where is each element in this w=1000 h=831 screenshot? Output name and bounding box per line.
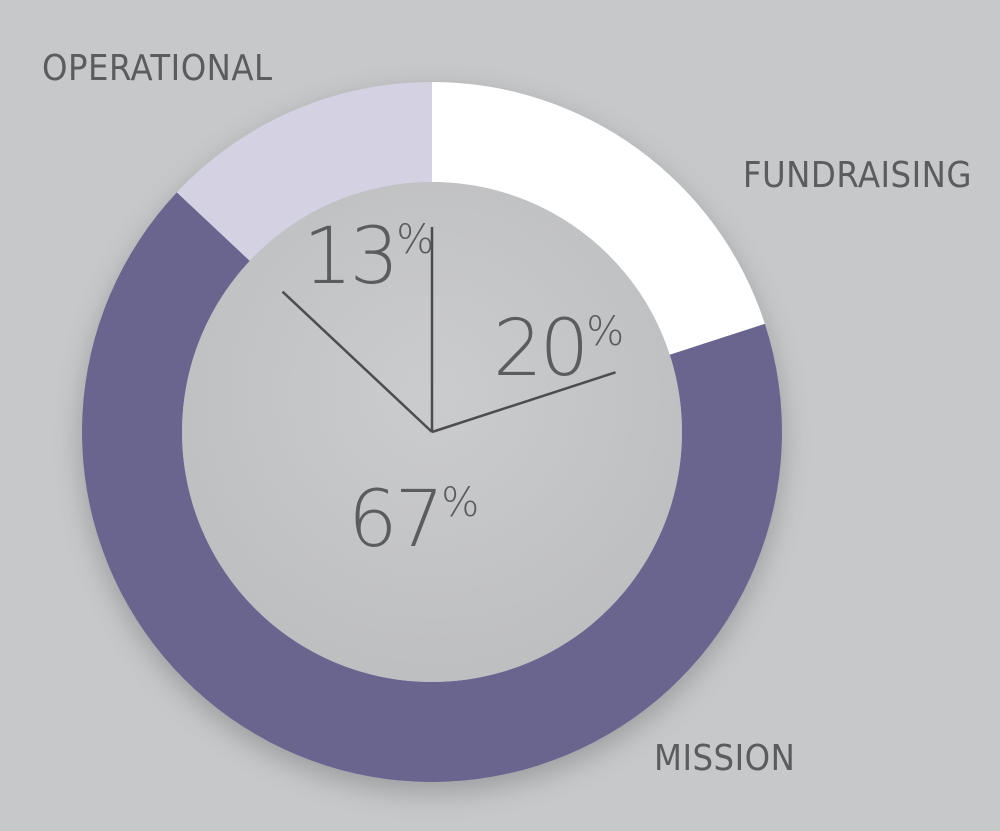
donut-segment-fundraising (432, 82, 765, 355)
donut-segment-operational (176, 82, 432, 261)
category-label-mission: MISSION (654, 738, 795, 779)
divider-line (281, 290, 433, 433)
percent-label-operational: 13% (303, 212, 434, 302)
percent-label-fundraising: 20% (493, 304, 624, 394)
category-label-operational: OPERATIONAL (42, 48, 273, 89)
category-label-fundraising: FUNDRAISING (743, 155, 972, 196)
divider-line (431, 371, 616, 434)
percent-label-mission: 67% (348, 475, 479, 565)
donut-segment-mission (81, 192, 782, 783)
